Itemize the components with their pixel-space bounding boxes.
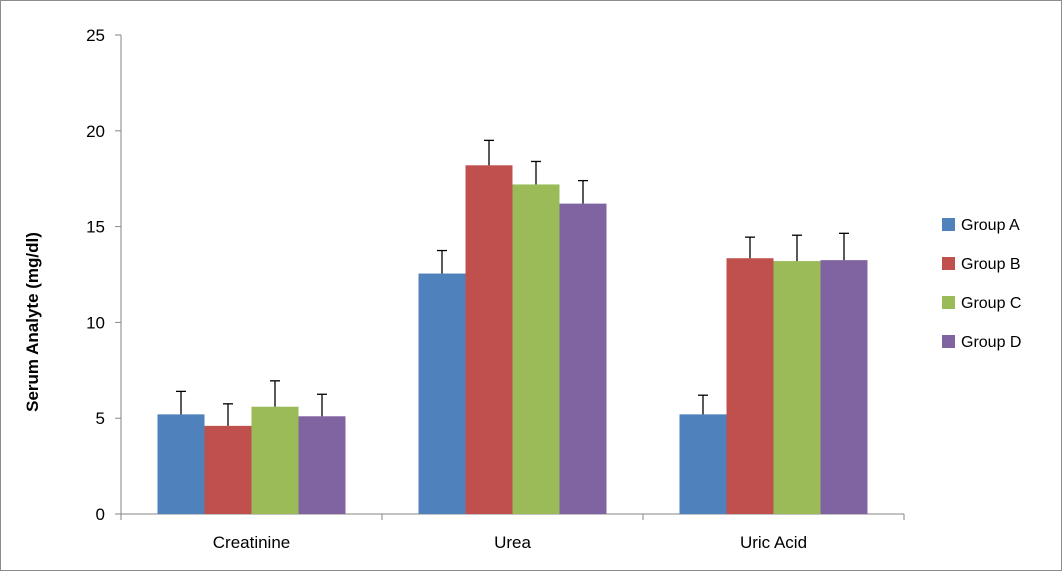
plot-area: 0 5 10 15 20 25 Creatinine Urea Uric Acid bbox=[86, 26, 905, 552]
legend-swatch bbox=[942, 335, 955, 348]
bar bbox=[204, 425, 252, 514]
legend-swatch bbox=[942, 218, 955, 231]
y-tick-label: 0 bbox=[96, 505, 105, 524]
bar bbox=[157, 414, 205, 514]
x-tick-label: Urea bbox=[494, 533, 531, 552]
legend-label: Group C bbox=[961, 295, 1021, 312]
bar bbox=[820, 260, 868, 514]
y-tick-label: 20 bbox=[86, 122, 105, 141]
bar bbox=[418, 273, 466, 514]
y-tick-label: 25 bbox=[86, 26, 105, 45]
bar bbox=[512, 184, 560, 514]
x-tick-label: Creatinine bbox=[213, 533, 291, 552]
legend-label: Group A bbox=[961, 217, 1020, 234]
bar bbox=[298, 416, 346, 514]
bar bbox=[251, 406, 299, 514]
bar bbox=[679, 414, 727, 514]
bar bbox=[773, 261, 821, 514]
legend-swatch bbox=[942, 296, 955, 309]
y-tick-label: 5 bbox=[96, 409, 105, 428]
y-tick-label: 15 bbox=[86, 218, 105, 237]
legend: Group A Group B Group C Group D bbox=[942, 217, 1021, 351]
legend-swatch bbox=[942, 257, 955, 270]
bar bbox=[726, 258, 774, 514]
y-tick-label: 10 bbox=[86, 313, 105, 332]
x-tick-label: Uric Acid bbox=[740, 533, 807, 552]
legend-label: Group D bbox=[961, 334, 1021, 351]
bar bbox=[465, 165, 513, 514]
legend-label: Group B bbox=[961, 256, 1021, 273]
y-axis-title: Serum Analyte (mg/dl) bbox=[23, 232, 42, 412]
bar bbox=[559, 203, 607, 514]
